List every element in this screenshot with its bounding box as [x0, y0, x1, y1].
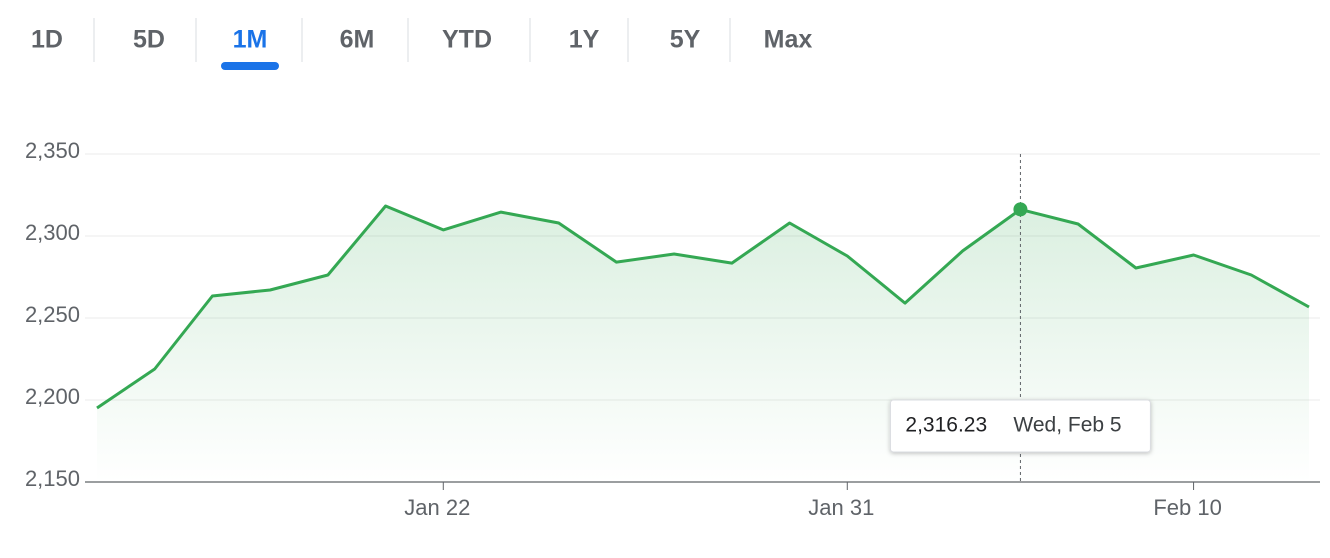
y-tick-label: 2,300 [25, 220, 80, 245]
y-tick-label: 2,200 [25, 384, 80, 409]
tooltip-date: Wed, Feb 5 [1013, 414, 1121, 437]
x-tick-label: Jan 31 [808, 495, 874, 520]
y-tick-label: 2,250 [25, 302, 80, 327]
tab[interactable]: 5Y [670, 26, 701, 54]
tooltip-box [889, 399, 1151, 453]
tab[interactable]: Max [764, 26, 813, 54]
tab[interactable]: 1Y [569, 26, 600, 54]
hover-point [1013, 202, 1028, 217]
tab-active-indicator [221, 62, 279, 70]
tab[interactable]: 1M [233, 26, 268, 54]
y-tick-label: 2,150 [25, 466, 80, 491]
tab[interactable]: YTD [442, 26, 492, 54]
tab[interactable]: 5D [133, 26, 165, 54]
y-tick-label: 2,350 [25, 138, 80, 163]
tooltip: 2,316.23 Wed, Feb 5 [889, 399, 1151, 453]
x-tick-label: Feb 10 [1153, 495, 1222, 520]
tooltip-value: 2,316.23 [905, 414, 987, 437]
tab[interactable]: 6M [340, 26, 375, 54]
price-line [96, 204, 1310, 410]
tab[interactable]: 1D [31, 26, 63, 54]
x-tick-label: Jan 22 [404, 495, 470, 520]
